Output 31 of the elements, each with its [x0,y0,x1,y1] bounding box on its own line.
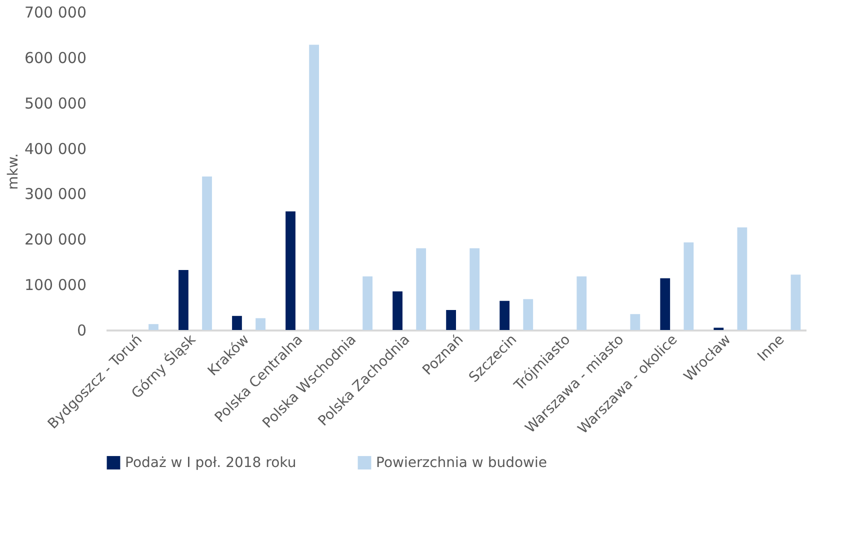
y-tick-label: 300 000 [24,185,86,204]
bar [790,274,801,330]
bar [737,227,748,330]
bar [576,276,587,330]
y-axis-title: mkw. [5,153,22,190]
bar [232,316,242,330]
bar [470,248,480,330]
bar [392,291,402,330]
y-tick-label: 100 000 [24,276,86,294]
bar [684,242,694,330]
bar [286,211,296,330]
bar [362,276,373,330]
bar [630,314,640,330]
y-tick-label: 500 000 [24,94,86,112]
bar [256,318,266,330]
bar [309,44,319,330]
y-tick-label: 400 000 [24,140,86,158]
y-tick-label: 700 000 [24,4,86,22]
bar [148,324,158,330]
bar [446,310,456,330]
y-tick-label: 0 [76,322,86,340]
bar [660,278,670,330]
bar [178,270,188,330]
y-tick-label: 200 000 [24,230,86,249]
legend-label: Powierzchnia w budowie [376,454,547,471]
bar [523,299,534,330]
legend-label: Podaż w I poł. 2018 roku [125,454,296,471]
bar [202,176,212,330]
y-tick-label: 600 000 [24,48,86,67]
bar [416,248,426,330]
bar [500,300,510,330]
